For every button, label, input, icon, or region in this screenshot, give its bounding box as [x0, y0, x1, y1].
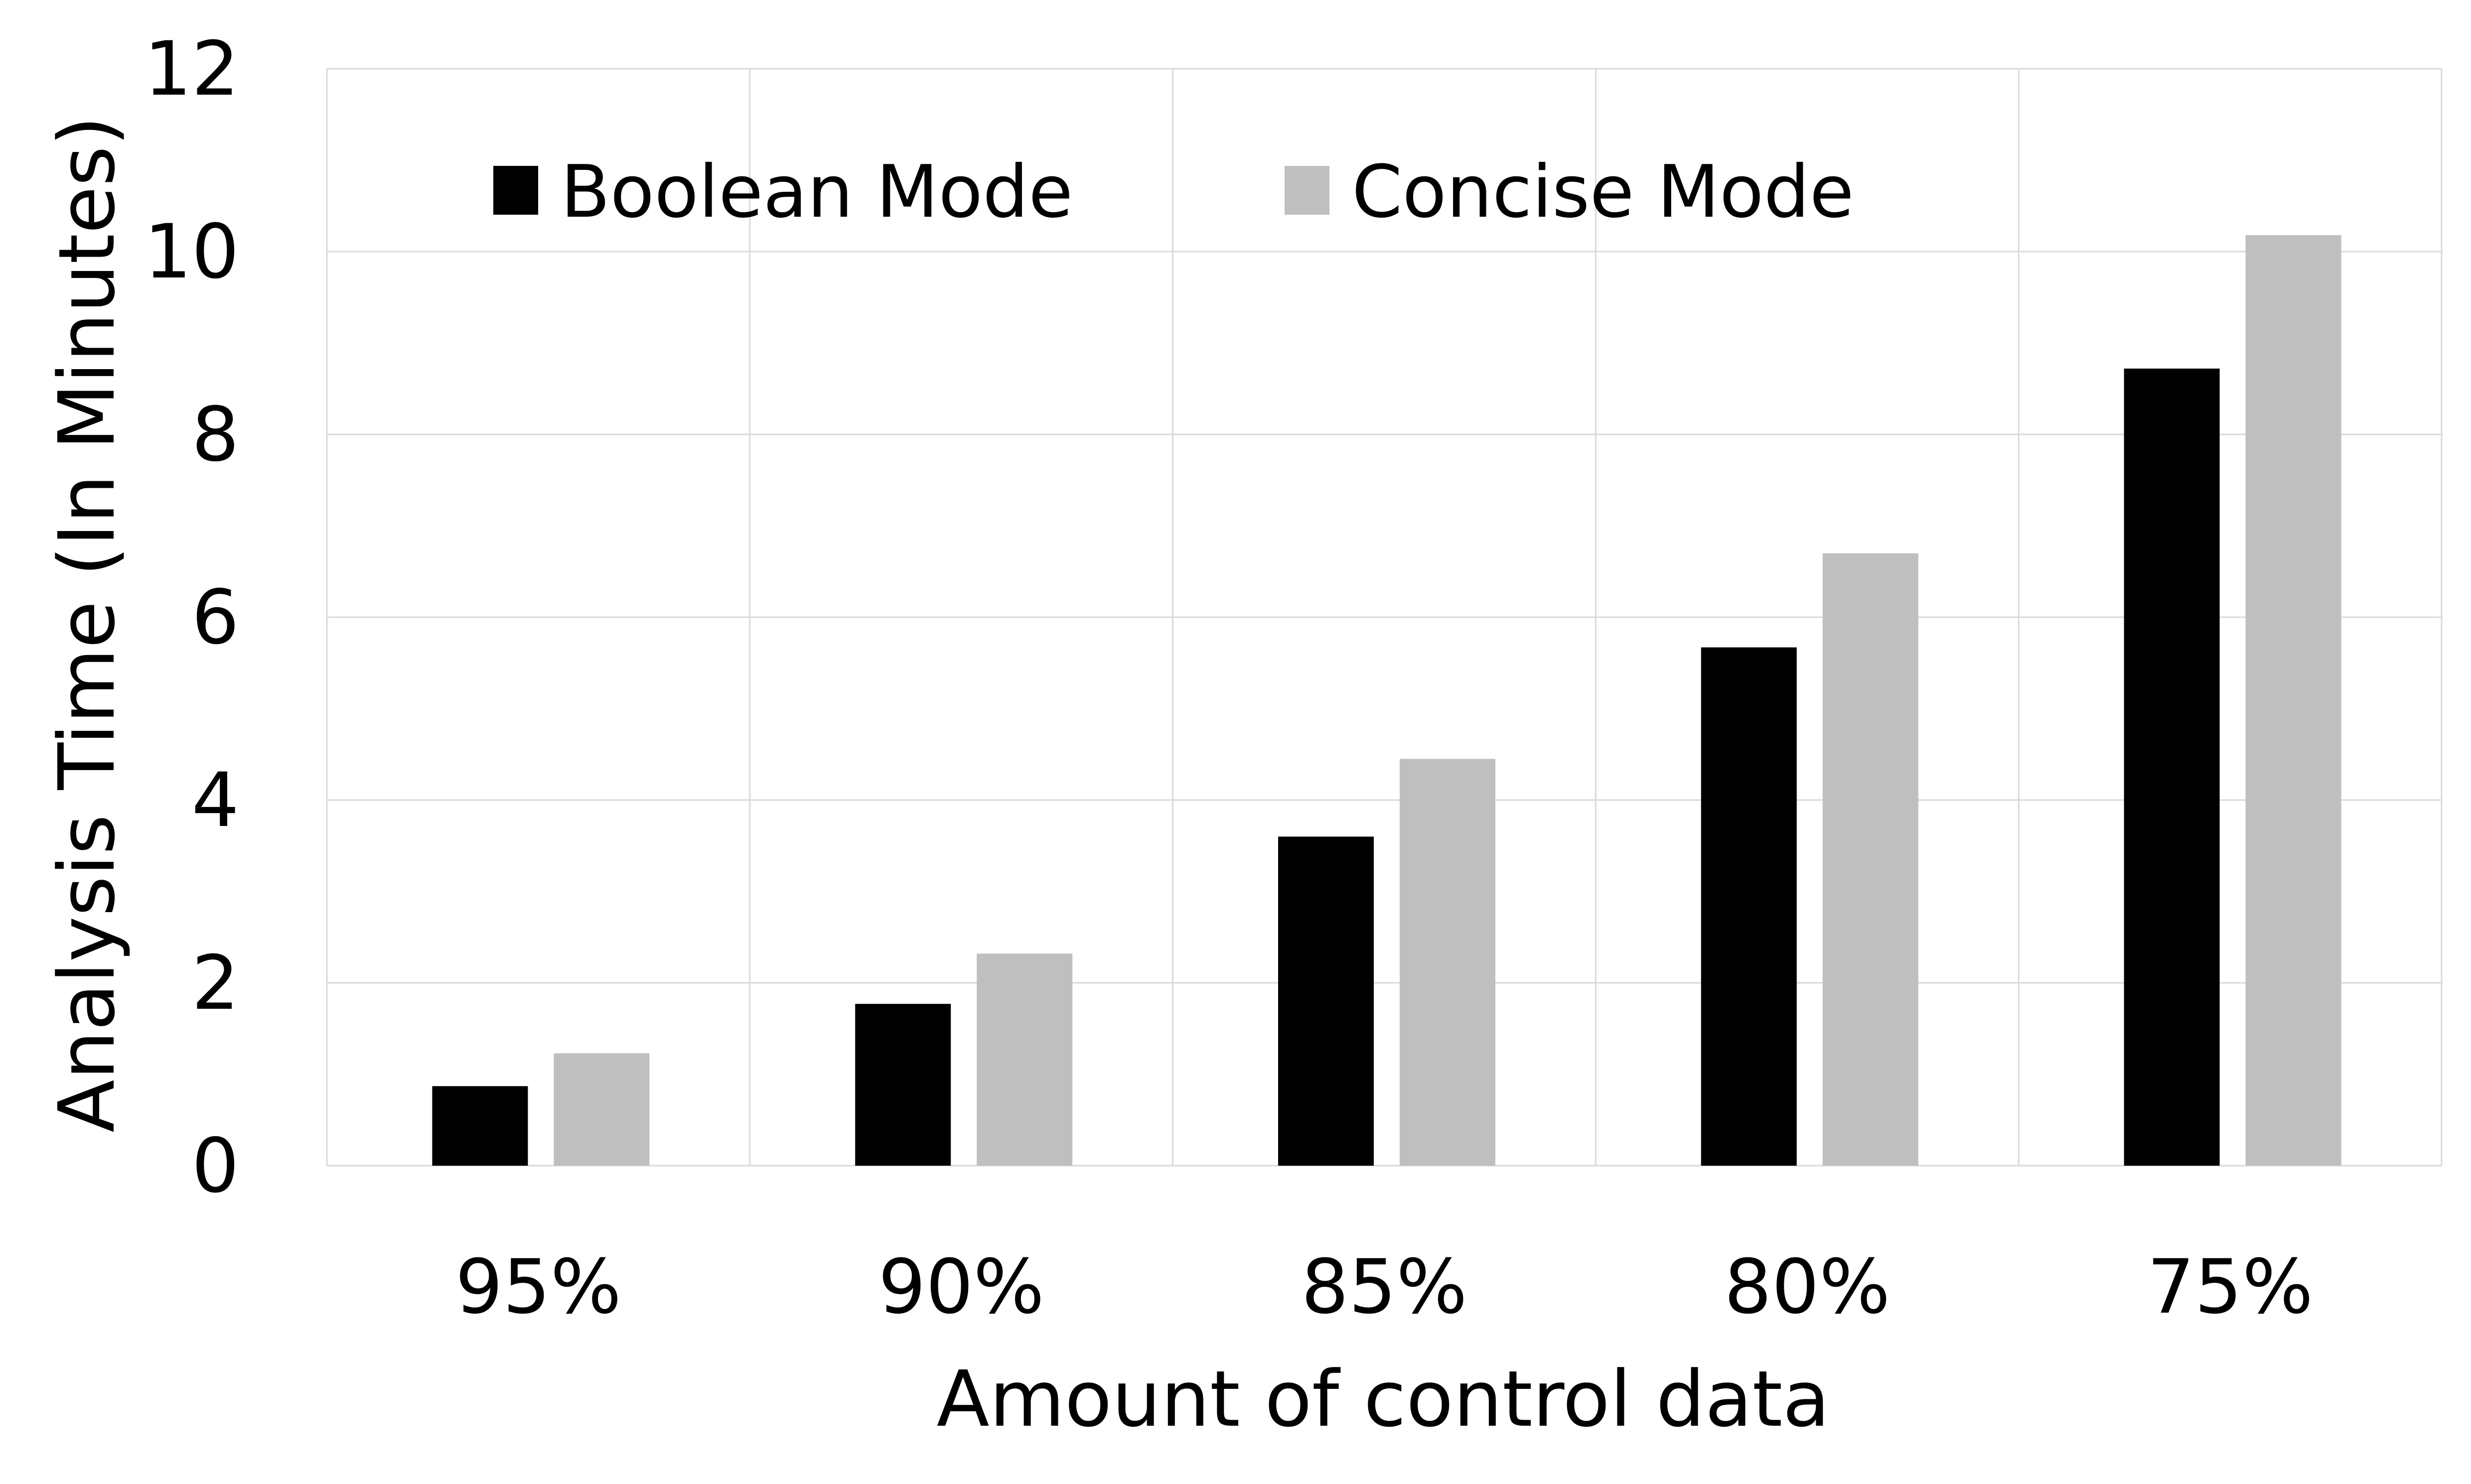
- x-tick-label: 90%: [878, 1244, 1044, 1331]
- gridlines: [326, 68, 2443, 1167]
- y-tick-label: 12: [144, 26, 239, 113]
- x-tick-label: 80%: [1724, 1244, 1890, 1331]
- bar-concise-95pct: [554, 1053, 650, 1166]
- legend-swatch-concise: [1285, 166, 1329, 215]
- y-tick-label: 8: [192, 392, 239, 478]
- legend-label-boolean: Boolean Mode: [561, 150, 1073, 234]
- y-tick-label: 2: [192, 940, 239, 1027]
- y-tick-label: 4: [192, 757, 239, 844]
- x-axis-ticks: 95% 90% 85% 80% 75%: [455, 1244, 2314, 1331]
- bar-boolean-95pct: [432, 1086, 528, 1166]
- y-axis-title: Analysis Time (In Minutes): [42, 116, 132, 1133]
- x-tick-label: 75%: [2147, 1244, 2313, 1331]
- bar-concise-80pct: [1822, 553, 1918, 1166]
- legend: Boolean Mode Concise Mode: [493, 150, 1854, 234]
- bars: [432, 235, 2341, 1166]
- y-tick-label: 10: [144, 209, 239, 295]
- bar-concise-90pct: [977, 953, 1073, 1166]
- bar-boolean-75pct: [2124, 368, 2220, 1166]
- x-axis-title: Amount of control data: [937, 1354, 1830, 1444]
- bar-boolean-90pct: [855, 1004, 951, 1166]
- y-axis-ticks: 0 2 4 6 8 10 12: [144, 26, 239, 1210]
- bar-boolean-80pct: [1701, 647, 1797, 1166]
- bar-concise-85pct: [1400, 759, 1495, 1166]
- y-tick-label: 0: [192, 1123, 239, 1210]
- bar-concise-75pct: [2245, 235, 2341, 1166]
- y-tick-label: 6: [192, 574, 239, 661]
- legend-label-concise: Concise Mode: [1352, 150, 1854, 234]
- x-tick-label: 85%: [1301, 1244, 1467, 1331]
- x-tick-label: 95%: [455, 1244, 621, 1331]
- bar-boolean-85pct: [1278, 836, 1374, 1166]
- legend-swatch-boolean: [493, 166, 538, 215]
